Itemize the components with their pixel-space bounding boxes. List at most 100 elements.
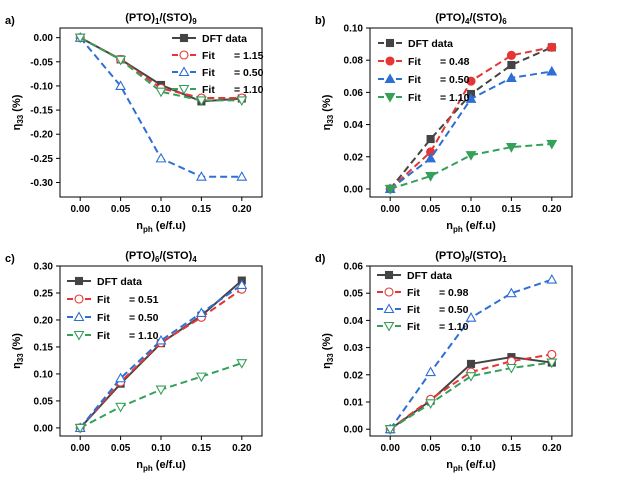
series-fit-3 [384,139,558,195]
x-tick-label: 0.10 [461,204,481,215]
y-tick-label: 0.25 [34,288,54,299]
legend-value: = 1.15 [234,50,264,62]
x-axis-label-part: (e/f.u) [153,459,186,471]
data-point [155,385,167,396]
panel-title-part: 9 [192,17,197,26]
panel-2: 0.00 0.05 0.10 0.15 0.20 0.00 0.02 0.04 0.06 0.08… [315,12,573,234]
x-tick-label: 0.00 [380,204,400,215]
y-tick-label: 0.10 [34,369,54,380]
panel-title-part: /(STO) [469,12,502,24]
y-axis-label: η33 (%) [321,333,335,369]
data-point [506,50,516,60]
legend: DFT data Fit = 0.51 Fit = 0.50 Fit = 1.10 [67,276,159,342]
data-point [547,42,557,52]
legend-marker [74,294,84,304]
series-fit-2 [384,273,558,434]
y-axis-label-part: 33 [326,114,335,123]
data-point [465,151,477,161]
data-point [425,152,437,163]
legend-label: Fit [97,330,110,342]
data-point [466,76,476,86]
data-point [465,372,477,382]
data-point [195,307,207,318]
data-point [115,55,127,66]
y-tick-label: 0.00 [34,423,54,434]
legend-value: = 0.50 [129,312,159,324]
y-tick-label: 0.02 [344,152,364,163]
panel-title: (PTO)4/(STO)6 [435,12,507,26]
data-point [465,312,477,322]
y-axis-label-part: η [321,123,333,130]
series-line [389,353,552,431]
panel-title: (PTO)6/(STO)4 [125,250,197,264]
data-point [195,171,207,181]
legend-marker [179,50,189,60]
y-tick-label: 0.10 [344,24,364,35]
data-point [546,273,558,284]
y-tick-label: 0.00 [344,184,364,195]
data-point [74,423,86,434]
x-tick-label: 0.20 [232,443,252,454]
legend-label: DFT data [408,38,453,50]
data-point [195,372,207,383]
data-point [547,349,557,359]
legend-label: DFT data [407,270,452,282]
x-tick-label: 0.20 [542,443,562,454]
legend-marker [384,92,396,103]
data-point [505,287,517,298]
x-axis-label-part: ph [453,225,463,234]
series-fit-3 [384,358,558,435]
legend-marker [383,303,395,314]
legend-marker [179,33,189,43]
legend-marker [178,84,190,95]
x-axis-label-part: (e/f.u) [463,220,496,232]
y-tick-label: 0.02 [344,370,364,381]
panel-letter: a) [5,15,15,27]
y-axis-label-part: η [321,362,333,369]
panel-title: (PTO)1/(STO)9 [125,12,197,26]
y-tick-label: 0.00 [34,33,54,44]
data-point [384,425,396,435]
data-point [425,366,437,377]
legend-label: Fit [407,321,420,333]
panel-title-part: /(STO) [159,250,192,262]
legend-marker [384,73,396,84]
y-axis-label-part: 33 [16,114,25,123]
x-tick-label: 0.15 [502,204,522,215]
y-axis-label: η33 (%) [321,94,335,130]
data-point [384,184,396,195]
legend-label: Fit [407,304,420,316]
data-point [155,334,167,345]
x-tick-label: 0.15 [192,443,212,454]
data-point [466,359,476,368]
series-line [389,278,553,430]
series-line [389,142,552,190]
y-tick-label: 0.05 [344,289,364,300]
panel-3: 0.00 0.05 0.10 0.15 0.20 0.00 0.05 0.10 0.15 0.20… [5,250,263,473]
series-line [79,362,243,429]
y-axis-label-part: η [11,362,23,369]
data-point [155,152,167,163]
y-axis-label-part: (%) [11,94,23,115]
data-point [74,33,86,44]
x-tick-label: 0.05 [111,204,131,215]
plot-frame [369,27,573,198]
x-tick-label: 0.15 [192,204,212,215]
data-point [546,65,558,76]
legend: DFT data Fit = 0.48 Fit = 0.50 Fit = 1.10 [378,38,470,104]
legend-value: = 0.98 [439,287,469,299]
x-tick-label: 0.20 [232,204,252,215]
plot-frame [59,27,263,198]
x-axis-label-part: n [136,459,143,471]
y-axis-label: η33 (%) [11,94,25,130]
panel-1: 0.00 0.05 0.10 0.15 0.20 0.00 -0.05 -0.10 -0.15 -… [5,12,264,234]
legend-label: Fit [97,312,110,324]
y-axis-label-part: (%) [11,333,23,354]
y-tick-label: -0.25 [30,154,53,165]
x-axis-label: nph (e/f.u) [136,220,186,234]
x-axis-label-part: n [446,459,453,471]
x-tick-label: 0.00 [70,443,90,454]
panel-title-part: 6 [155,255,160,264]
data-point [546,139,558,150]
data-point [425,172,437,182]
